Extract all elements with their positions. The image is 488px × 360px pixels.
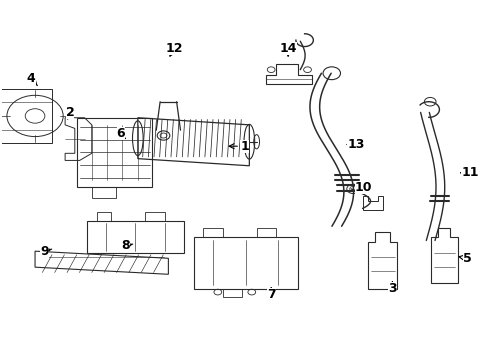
Text: 10: 10 [354, 181, 371, 194]
Text: 1: 1 [229, 140, 248, 153]
Text: 12: 12 [165, 42, 183, 56]
Text: 7: 7 [266, 288, 275, 301]
Text: 3: 3 [387, 282, 396, 295]
Text: 5: 5 [458, 252, 471, 265]
Text: 8: 8 [121, 239, 132, 252]
Text: 13: 13 [346, 138, 364, 151]
Text: 11: 11 [460, 166, 478, 179]
Text: 2: 2 [65, 106, 74, 119]
Text: 6: 6 [116, 127, 125, 140]
Text: 14: 14 [279, 42, 296, 56]
Text: 9: 9 [41, 245, 52, 258]
Text: 4: 4 [27, 72, 37, 86]
